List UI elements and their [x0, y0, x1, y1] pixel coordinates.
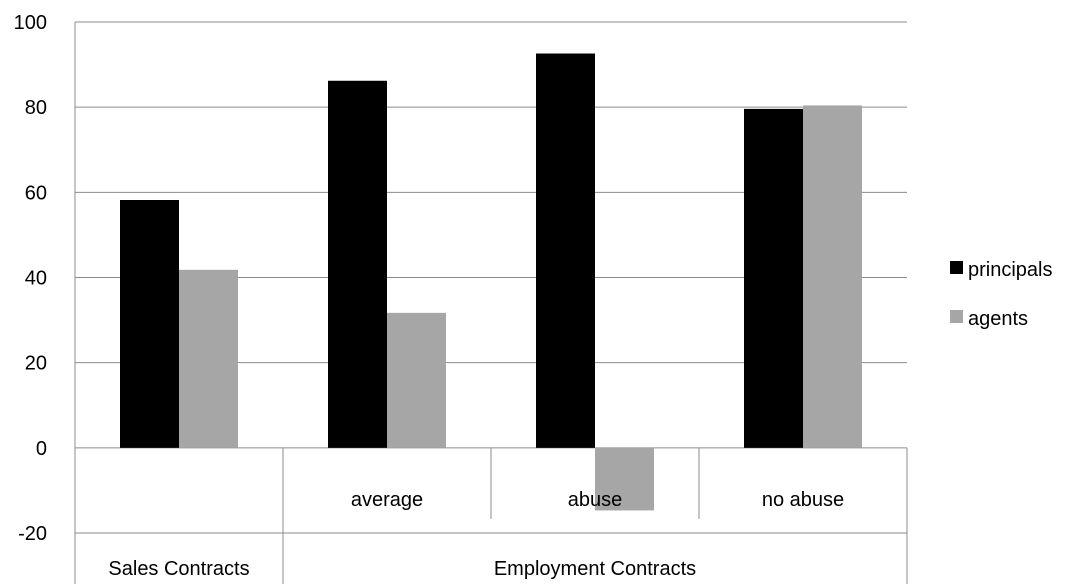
bar-principals — [744, 108, 803, 448]
y-tick-label: 80 — [25, 97, 47, 119]
bar-agents — [803, 105, 862, 448]
y-tick-label: -20 — [18, 523, 47, 545]
legend-label-agents: agents — [968, 308, 1028, 330]
y-tick-label: 100 — [14, 12, 47, 34]
bar-agents — [595, 447, 654, 511]
category-label: abuse — [568, 489, 623, 511]
category-label: average — [351, 489, 423, 511]
bar-principals — [120, 199, 179, 448]
y-tick-label: 40 — [25, 268, 47, 290]
group-label: Employment Contracts — [494, 558, 696, 580]
legend-label-principals: principals — [968, 259, 1052, 281]
legend-swatch-agents — [950, 310, 963, 323]
bar-principals — [328, 80, 387, 448]
bar-agents — [387, 312, 446, 448]
legend-swatch-principals — [950, 261, 963, 274]
y-tick-label: 60 — [25, 182, 47, 204]
y-tick-label: 0 — [36, 438, 47, 460]
bar-principals — [536, 53, 595, 448]
group-label: Sales Contracts — [108, 558, 249, 580]
y-tick-label: 20 — [25, 353, 47, 375]
category-label: no abuse — [762, 489, 844, 511]
bar-agents — [179, 269, 238, 448]
